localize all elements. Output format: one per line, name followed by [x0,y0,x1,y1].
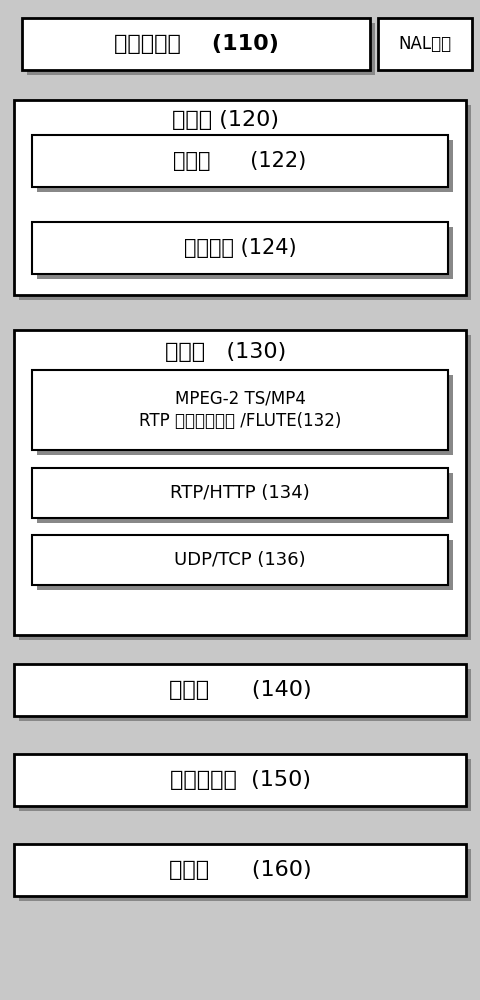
Bar [378,18,472,70]
Bar [37,473,453,523]
Text: 网络层      (140): 网络层 (140) [168,680,312,700]
Bar [32,468,448,518]
Bar [27,23,375,75]
Text: 片断块      (122): 片断块 (122) [173,151,307,171]
Text: 同步层 (120): 同步层 (120) [172,110,279,130]
Text: 媒体编码层    (110): 媒体编码层 (110) [114,34,278,54]
Bar [14,100,466,295]
Bar [19,759,471,811]
Bar [37,227,453,279]
Bar [37,140,453,192]
Bar [32,370,448,450]
Text: RTP/HTTP (134): RTP/HTTP (134) [170,484,310,502]
Bar [22,18,370,70]
Bar [14,330,466,635]
Bar [19,335,471,640]
Bar [14,844,466,896]
Bar [32,535,448,585]
Bar [32,135,448,187]
Bar [32,222,448,274]
Text: 数据链路层  (150): 数据链路层 (150) [169,770,311,790]
Text: 物理层      (160): 物理层 (160) [168,860,312,880]
Bar [19,849,471,901]
Bar [37,540,453,590]
Bar [19,105,471,300]
Text: NAL单元: NAL单元 [398,35,452,53]
Bar [37,375,453,455]
Bar [14,754,466,806]
Bar [19,669,471,721]
Text: MPEG-2 TS/MP4
RTP 有效载荷格式 /FLUTE(132): MPEG-2 TS/MP4 RTP 有效载荷格式 /FLUTE(132) [139,390,341,430]
Bar [14,664,466,716]
Text: UDP/TCP (136): UDP/TCP (136) [174,551,306,569]
Text: 接入单元 (124): 接入单元 (124) [184,238,296,258]
Text: 输送层   (130): 输送层 (130) [166,342,287,362]
